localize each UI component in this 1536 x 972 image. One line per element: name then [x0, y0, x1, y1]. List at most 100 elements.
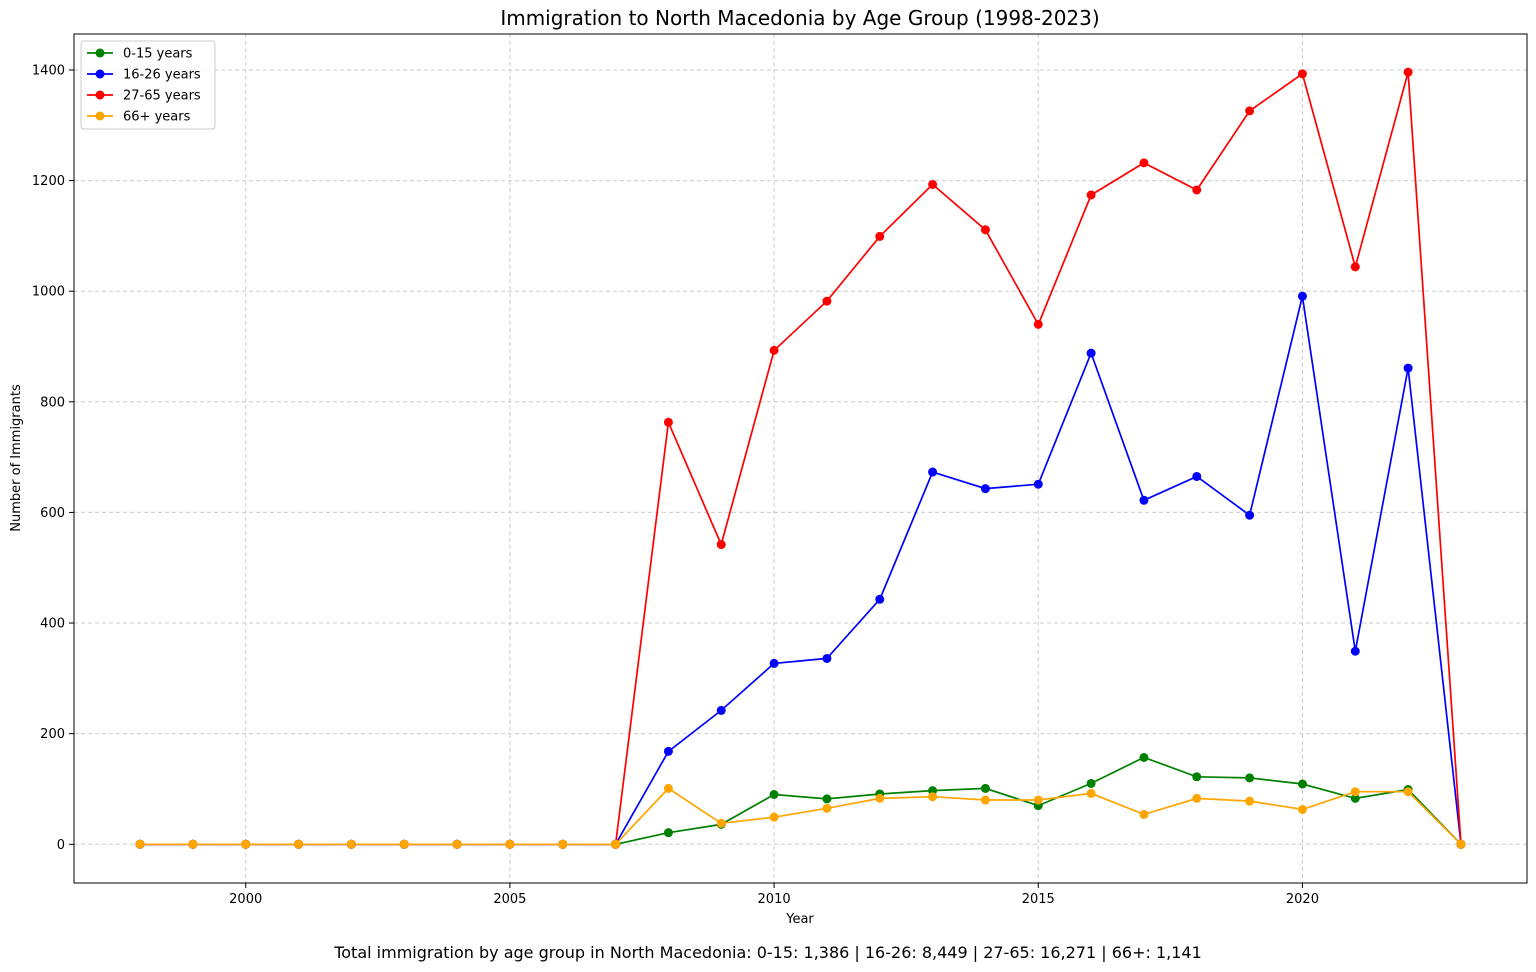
data-point [611, 839, 621, 849]
data-point [1245, 796, 1255, 806]
data-point [1192, 185, 1202, 195]
data-point [558, 839, 568, 849]
data-point [135, 839, 145, 849]
x-tick-label: 2005 [493, 892, 526, 907]
legend-label: 66+ years [123, 110, 191, 125]
data-point [1033, 795, 1043, 805]
data-point [769, 790, 779, 800]
axis-ticks: 2000 2005 2010 2015 2020 0 200 400 600 800 1000 120… [32, 63, 1319, 907]
legend-swatch-marker [95, 111, 105, 121]
data-point [1350, 262, 1360, 272]
x-axis-label: Year [785, 912, 814, 927]
data-point [1192, 471, 1202, 481]
data-point [1139, 809, 1149, 819]
data-point [1139, 158, 1149, 168]
data-point [399, 839, 409, 849]
data-point [1192, 772, 1202, 782]
data-point [875, 793, 885, 803]
data-point [1033, 479, 1043, 489]
data-point [980, 795, 990, 805]
data-point [346, 839, 356, 849]
chart-title: Immigration to North Macedonia by Age Gr… [500, 6, 1099, 30]
x-tick-label: 2015 [1022, 892, 1055, 907]
data-point [1033, 319, 1043, 329]
y-tick-label: 1000 [32, 285, 65, 300]
data-point [716, 540, 726, 550]
data-point [663, 417, 673, 427]
y-tick-label: 200 [40, 727, 65, 742]
data-point [505, 839, 515, 849]
y-tick-label: 1400 [32, 63, 65, 78]
legend-swatch-marker [95, 90, 105, 100]
data-point [716, 705, 726, 715]
data-point [980, 225, 990, 235]
data-point [822, 803, 832, 813]
y-tick-label: 400 [40, 617, 65, 632]
x-tick-label: 2010 [758, 892, 791, 907]
data-point [1297, 804, 1307, 814]
data-point [1086, 788, 1096, 798]
x-tick-label: 2000 [229, 892, 262, 907]
data-point [663, 783, 673, 793]
data-point [1086, 190, 1096, 200]
data-point [294, 839, 304, 849]
data-point [241, 839, 251, 849]
x-tick-label: 2020 [1286, 892, 1319, 907]
legend-swatch-marker [95, 69, 105, 79]
data-point [1245, 773, 1255, 783]
data-point [1192, 793, 1202, 803]
legend-swatch-marker [95, 48, 105, 58]
data-point [980, 484, 990, 494]
data-point [663, 746, 673, 756]
data-point [822, 653, 832, 663]
data-point [1245, 106, 1255, 116]
y-tick-label: 0 [57, 838, 65, 853]
data-point [1086, 348, 1096, 358]
data-point [1350, 646, 1360, 656]
data-point [1350, 787, 1360, 797]
legend-box [80, 40, 216, 130]
data-point [1297, 291, 1307, 301]
data-point [822, 794, 832, 804]
y-tick-label: 600 [40, 506, 65, 521]
data-point [1456, 839, 1466, 849]
series-group [135, 67, 1466, 849]
data-point [1403, 363, 1413, 373]
data-point [928, 792, 938, 802]
data-point [1297, 779, 1307, 789]
data-point [1403, 787, 1413, 797]
data-point [663, 828, 673, 838]
series-line-1 [140, 296, 1462, 846]
data-point [769, 812, 779, 822]
data-point [1245, 510, 1255, 520]
data-point [769, 345, 779, 355]
data-point [875, 594, 885, 604]
y-tick-label: 1200 [32, 174, 65, 189]
series-line-0 [140, 756, 1462, 846]
series-line-3 [140, 787, 1462, 846]
chart-caption: Total immigration by age group in North … [333, 943, 1202, 962]
data-point [716, 818, 726, 828]
data-point [1086, 778, 1096, 788]
legend: 0-15 years 16-26 years 27-65 years 66+ year… [80, 40, 216, 130]
y-axis-label: Number of Immigrants [9, 384, 24, 532]
data-point [1403, 67, 1413, 77]
y-tick-label: 800 [40, 395, 65, 410]
plot-frame [73, 33, 1528, 884]
data-point [188, 839, 198, 849]
data-point [452, 839, 462, 849]
legend-label: 16-26 years [123, 68, 201, 83]
legend-label: 0-15 years [123, 47, 193, 62]
data-point [928, 179, 938, 189]
gridlines [74, 34, 1527, 883]
data-point [1350, 793, 1360, 803]
data-point [928, 467, 938, 477]
legend-label: 27-65 years [123, 89, 201, 104]
data-point [769, 658, 779, 668]
data-point [980, 783, 990, 793]
data-point [1297, 69, 1307, 79]
data-point [1139, 495, 1149, 505]
data-point [1139, 752, 1149, 762]
data-point [822, 296, 832, 306]
